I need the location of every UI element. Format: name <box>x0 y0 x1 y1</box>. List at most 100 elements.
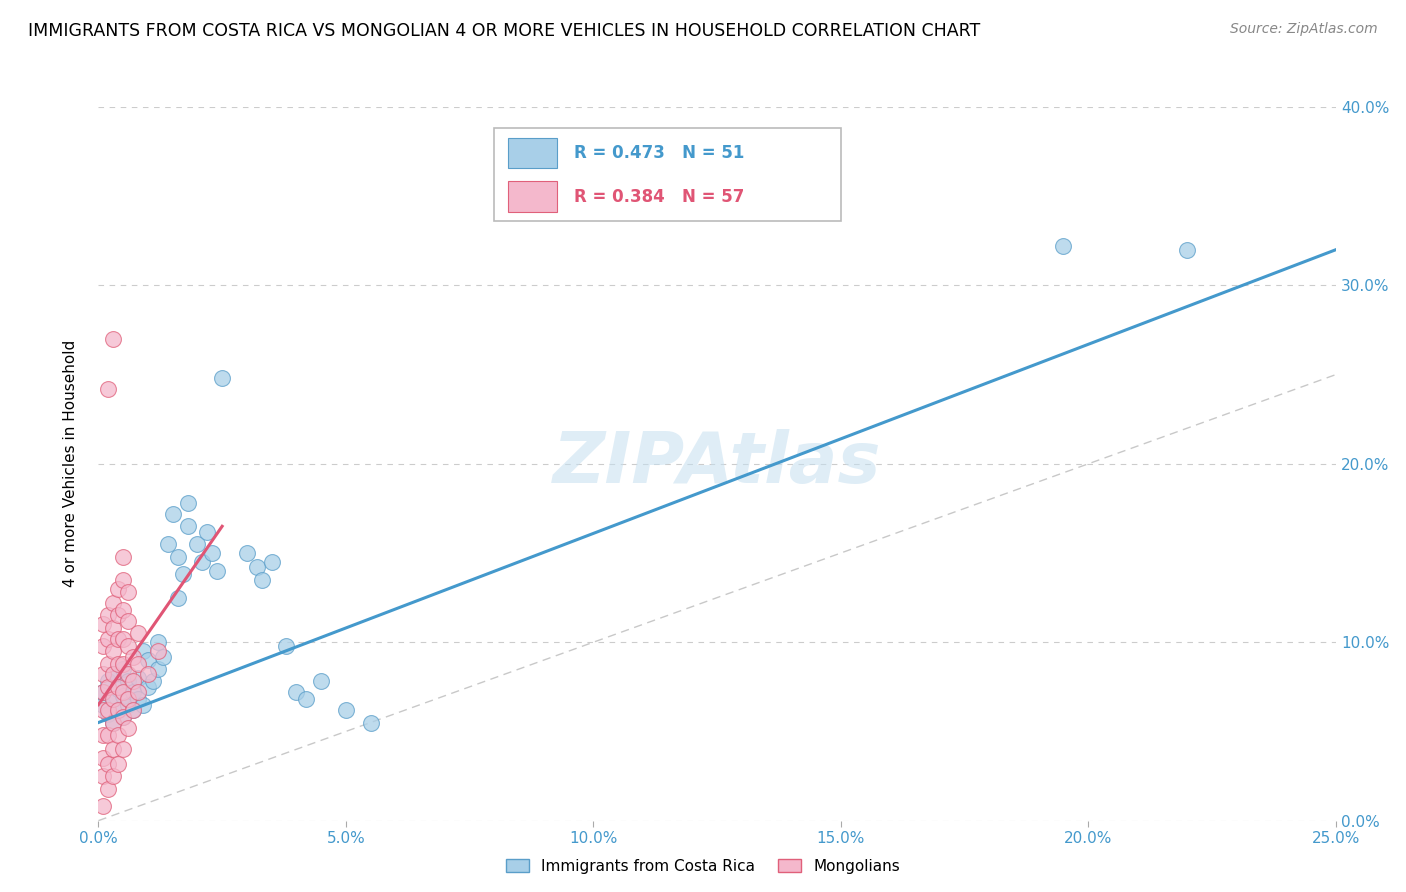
Point <box>112 632 135 646</box>
Point <box>103 596 125 610</box>
Point <box>112 657 135 671</box>
Point <box>103 715 125 730</box>
Point <box>107 681 129 696</box>
Point <box>142 674 165 689</box>
Legend: Immigrants from Costa Rica, Mongolians: Immigrants from Costa Rica, Mongolians <box>501 853 905 880</box>
Point <box>156 537 179 551</box>
Point <box>93 751 115 765</box>
Point <box>103 692 125 706</box>
Point <box>127 626 149 640</box>
Point <box>97 680 120 694</box>
Point <box>136 653 159 667</box>
Point <box>93 703 115 717</box>
Point <box>97 382 120 396</box>
Point <box>127 671 149 685</box>
Point <box>112 573 135 587</box>
Point <box>186 537 208 551</box>
Point <box>107 608 129 623</box>
Point <box>205 564 228 578</box>
Point <box>295 692 318 706</box>
Point <box>97 728 120 742</box>
Point <box>127 657 149 671</box>
Point <box>136 680 159 694</box>
Point <box>309 674 332 689</box>
Point <box>103 715 125 730</box>
Point <box>112 689 135 703</box>
Point <box>103 667 125 681</box>
Point <box>117 614 139 628</box>
Point <box>146 635 169 649</box>
Point <box>132 698 155 712</box>
Point <box>166 591 188 605</box>
Point <box>107 582 129 596</box>
Point <box>97 657 120 671</box>
Text: ZIPAtlas: ZIPAtlas <box>553 429 882 499</box>
Point <box>136 667 159 681</box>
Point <box>112 710 135 724</box>
Point <box>103 692 125 706</box>
Point <box>176 496 198 510</box>
Point <box>103 742 125 756</box>
Point <box>107 680 129 694</box>
Point <box>97 781 120 796</box>
Point <box>93 685 115 699</box>
Point <box>112 685 135 699</box>
Point <box>117 585 139 599</box>
Point <box>112 742 135 756</box>
Point <box>112 603 135 617</box>
Point <box>122 703 145 717</box>
Point <box>246 560 269 574</box>
Point <box>1052 239 1074 253</box>
Point <box>103 621 125 635</box>
Point <box>360 715 382 730</box>
Point <box>176 519 198 533</box>
Point <box>93 698 115 712</box>
Point <box>260 555 283 569</box>
Point <box>195 524 218 539</box>
Point <box>117 639 139 653</box>
Text: Source: ZipAtlas.com: Source: ZipAtlas.com <box>1230 22 1378 37</box>
Point <box>166 549 188 564</box>
Point <box>107 632 129 646</box>
Point <box>107 703 129 717</box>
Point <box>107 728 129 742</box>
Point <box>236 546 259 560</box>
Point <box>93 799 115 814</box>
Point <box>103 644 125 658</box>
Point <box>122 674 145 689</box>
Point <box>97 706 120 721</box>
Text: IMMIGRANTS FROM COSTA RICA VS MONGOLIAN 4 OR MORE VEHICLES IN HOUSEHOLD CORRELAT: IMMIGRANTS FROM COSTA RICA VS MONGOLIAN … <box>28 22 980 40</box>
Point <box>103 769 125 783</box>
Y-axis label: 4 or more Vehicles in Household: 4 or more Vehicles in Household <box>63 340 77 588</box>
Point <box>127 685 149 699</box>
Point <box>117 698 139 712</box>
Point <box>93 685 115 699</box>
Point <box>276 639 298 653</box>
Point <box>112 710 135 724</box>
Point <box>146 662 169 676</box>
Point <box>285 685 308 699</box>
Point <box>172 567 194 582</box>
Point <box>201 546 224 560</box>
Point <box>97 756 120 771</box>
Point <box>103 667 125 681</box>
Point <box>122 703 145 717</box>
Point <box>1175 243 1198 257</box>
Point <box>112 549 135 564</box>
Point <box>152 649 174 664</box>
Point <box>122 649 145 664</box>
Point <box>127 692 149 706</box>
Point <box>122 685 145 699</box>
Point <box>132 644 155 658</box>
Point <box>112 662 135 676</box>
Point <box>97 703 120 717</box>
Point <box>97 674 120 689</box>
Point <box>117 692 139 706</box>
Point <box>107 703 129 717</box>
Point <box>117 674 139 689</box>
Point <box>250 573 273 587</box>
Point <box>93 617 115 632</box>
Point <box>93 639 115 653</box>
Point <box>191 555 214 569</box>
Point <box>93 667 115 681</box>
